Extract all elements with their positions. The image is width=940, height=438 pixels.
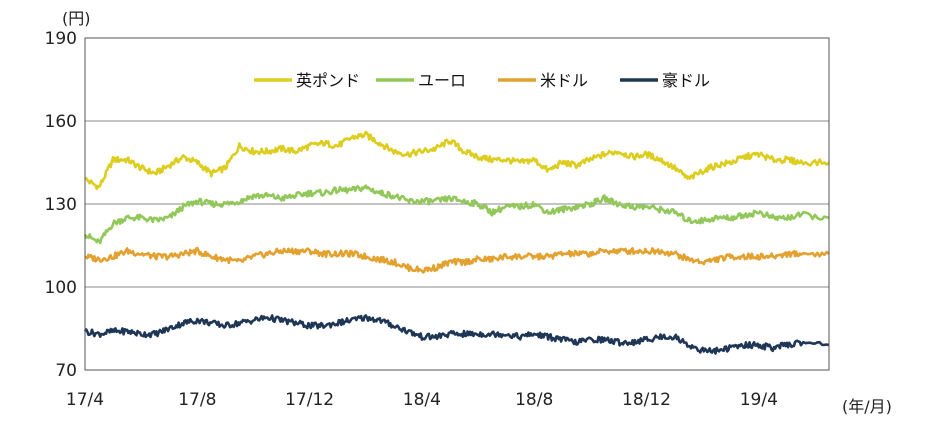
series-line bbox=[84, 246, 830, 274]
series-lines bbox=[83, 130, 830, 355]
y-axis-ticks: 70 100 130 160 190 bbox=[45, 29, 77, 381]
x-tick-label: 17/12 bbox=[285, 390, 334, 410]
x-tick-label: 19/4 bbox=[740, 390, 778, 410]
x-tick-label: 17/8 bbox=[178, 390, 216, 410]
x-tick-label: 17/4 bbox=[66, 390, 104, 410]
legend-label: 英ポンド bbox=[296, 71, 360, 90]
plot-frame bbox=[84, 37, 830, 371]
x-tick-label: 18/4 bbox=[403, 390, 441, 410]
x-axis-ticks: 17/4 17/8 17/12 18/4 18/8 18/12 19/4 bbox=[66, 390, 778, 410]
y-tick-label: 160 bbox=[45, 112, 77, 132]
x-tick-label: 18/12 bbox=[622, 390, 671, 410]
x-tick-label: 18/8 bbox=[515, 390, 553, 410]
y-tick-label: 190 bbox=[45, 29, 77, 49]
series-line bbox=[83, 314, 830, 355]
series-line bbox=[83, 184, 830, 245]
series-line bbox=[84, 130, 830, 191]
y-tick-label: 70 bbox=[55, 361, 77, 381]
legend-label: ユーロ bbox=[418, 71, 466, 90]
x-axis-unit: (年/月) bbox=[842, 397, 892, 416]
legend-label: 米ドル bbox=[540, 71, 588, 90]
legend-label: 豪ドル bbox=[662, 71, 710, 90]
y-tick-label: 130 bbox=[45, 195, 77, 215]
y-tick-label: 100 bbox=[45, 278, 77, 298]
y-axis-unit: (円) bbox=[62, 9, 91, 28]
legend: 英ポンド ユーロ 米ドル 豪ドル bbox=[254, 71, 710, 90]
